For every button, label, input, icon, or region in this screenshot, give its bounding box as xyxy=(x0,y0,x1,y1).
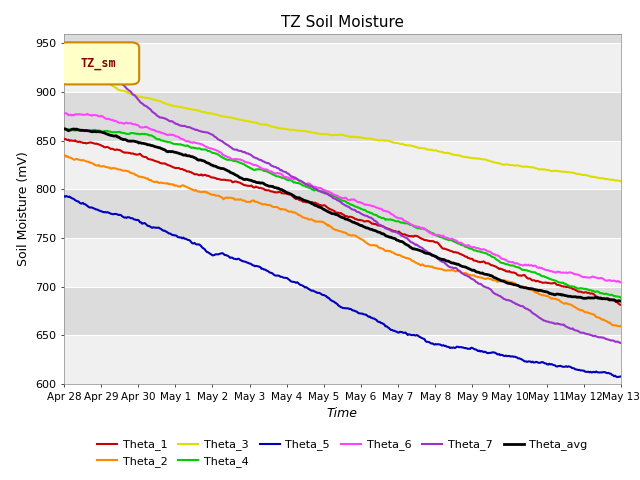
Bar xyxy=(64,189,621,238)
Bar xyxy=(64,43,621,92)
X-axis label: Time: Time xyxy=(327,407,358,420)
Bar xyxy=(64,238,621,287)
Bar xyxy=(64,287,621,336)
FancyBboxPatch shape xyxy=(58,42,139,84)
Legend: Theta_1, Theta_2, Theta_3, Theta_4, Theta_5, Theta_6, Theta_7, Theta_avg: Theta_1, Theta_2, Theta_3, Theta_4, Thet… xyxy=(93,435,592,471)
Bar xyxy=(64,141,621,189)
Y-axis label: Soil Moisture (mV): Soil Moisture (mV) xyxy=(17,151,29,266)
Bar xyxy=(64,336,621,384)
Title: TZ Soil Moisture: TZ Soil Moisture xyxy=(281,15,404,30)
Text: TZ_sm: TZ_sm xyxy=(81,57,116,70)
Bar xyxy=(64,92,621,141)
